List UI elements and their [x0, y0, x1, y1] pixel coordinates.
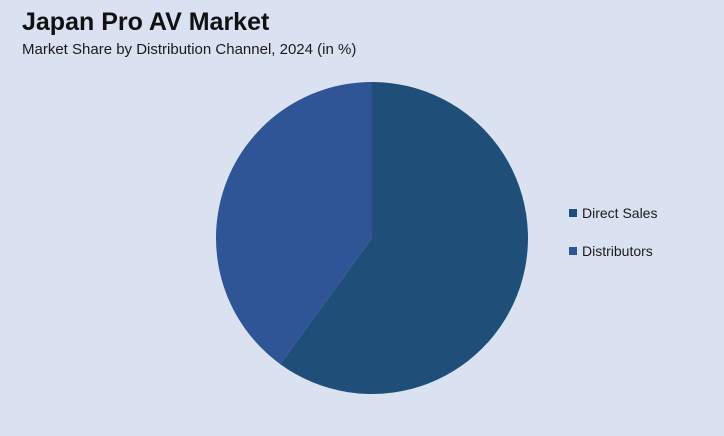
legend-item-direct-sales: Direct Sales	[569, 203, 657, 223]
legend-swatch-direct-sales	[569, 209, 577, 217]
legend-swatch-distributors	[569, 247, 577, 255]
pie-slice-distributors	[215, 81, 372, 365]
legend-label-distributors: Distributors	[582, 243, 653, 259]
chart-subtitle: Market Share by Distribution Channel, 20…	[22, 41, 357, 58]
legend-item-distributors: Distributors	[569, 241, 657, 261]
chart-title: Japan Pro AV Market	[22, 8, 270, 36]
pie-slice-direct-sales	[280, 82, 528, 394]
legend-label-direct-sales: Direct Sales	[582, 205, 658, 221]
chart-legend: Direct Sales Distributors	[569, 203, 657, 279]
